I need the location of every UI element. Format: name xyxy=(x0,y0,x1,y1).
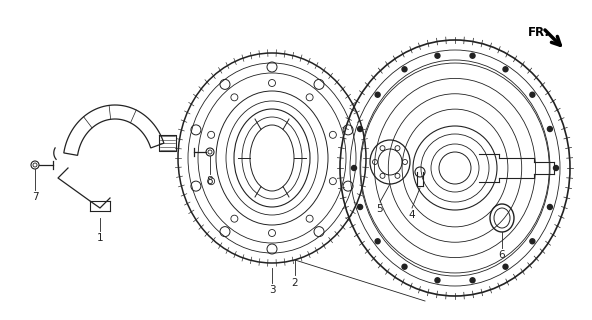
Text: 5: 5 xyxy=(377,204,383,214)
Text: 6: 6 xyxy=(498,250,506,260)
Text: 7: 7 xyxy=(32,192,38,202)
Circle shape xyxy=(435,53,440,58)
Circle shape xyxy=(375,239,380,244)
Text: 2: 2 xyxy=(292,278,298,288)
Circle shape xyxy=(470,53,475,58)
Circle shape xyxy=(554,165,558,171)
Circle shape xyxy=(402,67,407,72)
Circle shape xyxy=(530,239,535,244)
Circle shape xyxy=(352,165,356,171)
Circle shape xyxy=(375,92,380,97)
Circle shape xyxy=(435,278,440,283)
Circle shape xyxy=(530,92,535,97)
Text: 8: 8 xyxy=(207,176,213,186)
Polygon shape xyxy=(64,105,164,155)
Circle shape xyxy=(470,278,475,283)
Text: 3: 3 xyxy=(269,285,275,295)
Circle shape xyxy=(503,264,508,269)
Text: 1: 1 xyxy=(96,233,104,243)
Text: 4: 4 xyxy=(408,210,416,220)
Circle shape xyxy=(358,204,362,210)
Circle shape xyxy=(402,264,407,269)
Circle shape xyxy=(358,126,362,132)
Text: FR.: FR. xyxy=(528,26,550,39)
Circle shape xyxy=(548,126,552,132)
Circle shape xyxy=(503,67,508,72)
Circle shape xyxy=(548,204,552,210)
